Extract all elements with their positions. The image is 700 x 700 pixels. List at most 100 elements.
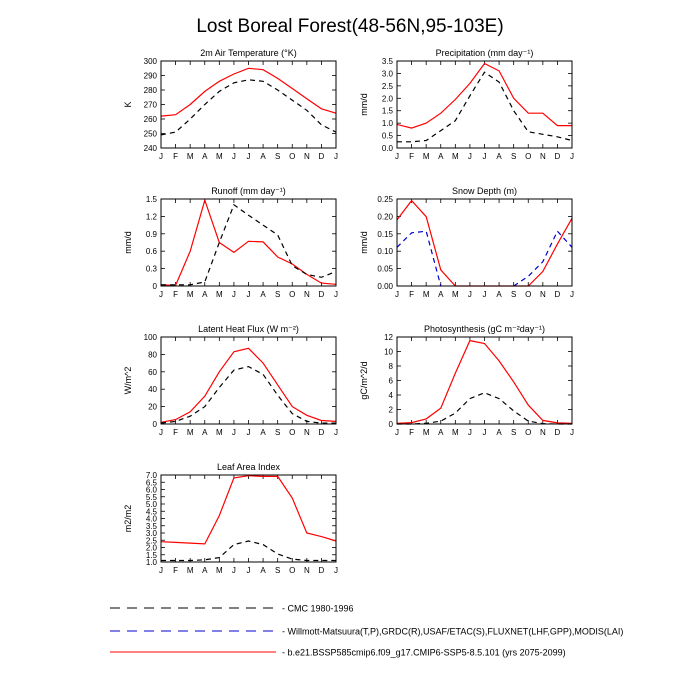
x-tick-label: J — [159, 290, 163, 299]
series-line-obs — [513, 230, 573, 287]
x-tick-label: O — [289, 152, 295, 161]
y-tick-label: 5.0 — [146, 500, 158, 509]
x-tick-label: A — [260, 290, 266, 299]
x-tick-label: J — [334, 566, 338, 575]
chart-title: Leaf Area Index — [217, 462, 281, 472]
x-tick-label: M — [216, 428, 223, 437]
x-tick-label: F — [173, 290, 178, 299]
y-axis-label: W/m^2 — [123, 367, 133, 395]
x-tick-label: J — [159, 152, 163, 161]
x-tick-label: D — [555, 290, 561, 299]
y-tick-label: 0.00 — [377, 282, 393, 291]
series-line-model — [160, 475, 337, 545]
x-tick-label: S — [511, 428, 516, 437]
series-line-cmc — [161, 540, 336, 562]
y-tick-label: 0.05 — [377, 265, 393, 274]
y-tick-label: 240 — [144, 144, 158, 153]
y-tick-label: 4.0 — [146, 515, 158, 524]
chart-title: Runoff (mm day⁻¹) — [211, 186, 286, 196]
chart-title: Photosynthesis (gC m⁻²day⁻¹) — [424, 324, 545, 334]
y-tick-label: 1.2 — [146, 212, 158, 221]
x-tick-label: J — [334, 152, 338, 161]
x-tick-label: J — [395, 428, 399, 437]
y-tick-label: 40 — [148, 385, 157, 394]
x-tick-label: A — [202, 152, 208, 161]
x-tick-label: O — [525, 152, 531, 161]
y-axis-label: mm/d — [359, 231, 369, 254]
x-tick-label: F — [409, 428, 414, 437]
x-tick-label: J — [468, 428, 472, 437]
y-tick-label: 4.5 — [146, 507, 158, 516]
series-line-model — [396, 199, 573, 287]
chart-panels: 2m Air Temperature (°K)K2402502602702802… — [123, 48, 574, 575]
x-tick-label: A — [438, 428, 444, 437]
x-tick-label: J — [247, 152, 251, 161]
y-tick-label: 5.5 — [146, 493, 158, 502]
x-tick-label: J — [334, 290, 338, 299]
x-tick-label: S — [511, 290, 516, 299]
y-tick-label: 0.5 — [382, 132, 394, 141]
x-tick-label: A — [260, 566, 266, 575]
y-tick-label: 4 — [389, 391, 394, 400]
x-tick-label: J — [232, 152, 236, 161]
figure-title: Lost Boreal Forest(48-56N,95-103E) — [196, 16, 503, 37]
x-tick-label: D — [319, 290, 325, 299]
x-tick-label: F — [409, 290, 414, 299]
series-line-cmc — [397, 71, 573, 143]
y-tick-label: 3.5 — [382, 57, 394, 66]
series-line-cmc — [160, 365, 336, 424]
x-tick-label: J — [483, 428, 487, 437]
y-tick-label: 8 — [389, 362, 394, 371]
x-tick-label: M — [187, 152, 194, 161]
y-tick-label: 1.5 — [382, 107, 394, 116]
x-tick-label: J — [395, 152, 399, 161]
chart-panel-6: Photosynthesis (gC m⁻²day⁻¹) gC/m^2/d 0 2 4 6… — [359, 324, 574, 437]
y-tick-label: 300 — [144, 57, 158, 66]
x-tick-label: A — [438, 290, 444, 299]
x-tick-label: A — [202, 566, 208, 575]
x-tick-label: N — [540, 152, 546, 161]
x-tick-label: O — [525, 290, 531, 299]
plot-frame — [160, 198, 337, 287]
y-axis-label: K — [123, 101, 133, 107]
chart-title: Latent Heat Flux (W m⁻²) — [198, 324, 299, 334]
plot-frame — [396, 198, 573, 287]
y-tick-label: 12 — [384, 333, 393, 342]
y-axis-label: gC/m^2/d — [359, 361, 369, 399]
x-tick-label: M — [187, 290, 194, 299]
y-tick-label: 1.5 — [146, 551, 158, 560]
y-tick-label: 100 — [144, 333, 158, 342]
chart-panel-5: Latent Heat Flux (W m⁻²) W/m^2 0 20 40 60 80 10… — [123, 324, 338, 437]
y-tick-label: 6.5 — [146, 478, 158, 487]
chart-panel-1: 2m Air Temperature (°K) K 240 250 260 270 280 2… — [123, 48, 338, 161]
x-tick-label: D — [319, 566, 325, 575]
y-tick-label: 0.9 — [146, 230, 158, 239]
x-tick-label: O — [525, 428, 531, 437]
x-tick-label: A — [496, 290, 502, 299]
y-tick-label: 80 — [148, 350, 157, 359]
x-tick-label: J — [232, 428, 236, 437]
y-tick-label: 270 — [144, 101, 158, 110]
x-tick-label: M — [216, 290, 223, 299]
x-tick-label: J — [468, 290, 472, 299]
x-tick-label: J — [570, 290, 574, 299]
y-tick-label: 6.0 — [146, 486, 158, 495]
x-tick-label: O — [289, 428, 295, 437]
x-tick-label: M — [216, 152, 223, 161]
x-tick-label: M — [423, 290, 430, 299]
legend-label-obs: - Willmott-Matsuura(T,P),GRDC(R),USAF/ET… — [282, 627, 623, 637]
x-tick-label: D — [319, 152, 325, 161]
x-tick-label: M — [452, 152, 459, 161]
series-line-cmc — [160, 79, 337, 136]
x-tick-label: S — [275, 566, 280, 575]
y-tick-label: 0.10 — [377, 247, 393, 256]
y-tick-label: 2.5 — [146, 536, 158, 545]
y-tick-label: 0.3 — [146, 265, 158, 274]
series-line-model — [396, 339, 573, 424]
chart-title: Snow Depth (m) — [452, 186, 517, 196]
y-axis-label: mm/d — [123, 231, 133, 254]
plot-frame — [396, 336, 573, 425]
x-tick-label: J — [395, 290, 399, 299]
x-tick-label: M — [452, 428, 459, 437]
x-tick-label: J — [232, 566, 236, 575]
